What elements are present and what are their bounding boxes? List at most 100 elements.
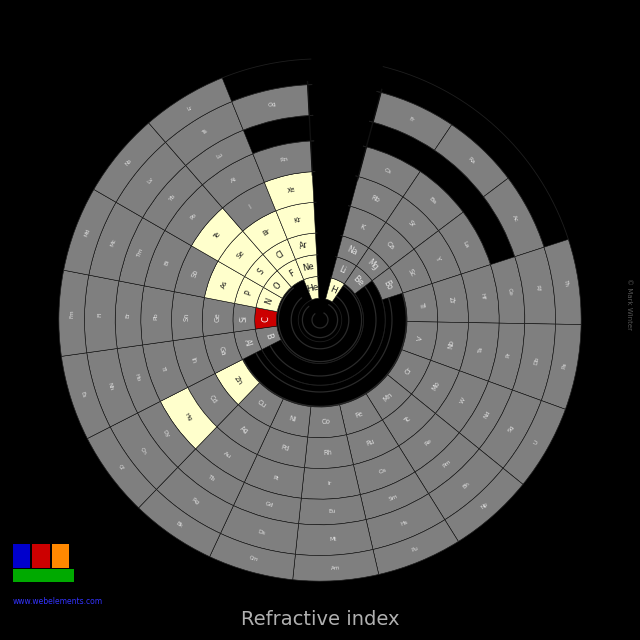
- Text: Lu: Lu: [216, 152, 224, 160]
- Wedge shape: [479, 390, 541, 468]
- Wedge shape: [369, 222, 414, 268]
- Bar: [13, 544, 31, 568]
- Wedge shape: [403, 172, 463, 230]
- Text: Ir: Ir: [328, 481, 332, 486]
- Wedge shape: [513, 324, 556, 401]
- Wedge shape: [431, 322, 468, 371]
- Wedge shape: [172, 292, 204, 340]
- Wedge shape: [87, 427, 156, 508]
- Text: Gd: Gd: [264, 502, 273, 509]
- Bar: [32, 544, 50, 568]
- Text: Cl: Cl: [275, 249, 285, 261]
- Wedge shape: [202, 298, 234, 337]
- Wedge shape: [415, 433, 479, 493]
- Text: Mo: Mo: [431, 380, 441, 391]
- Text: Bi: Bi: [163, 259, 170, 266]
- Wedge shape: [296, 520, 373, 556]
- Wedge shape: [84, 275, 119, 353]
- Text: Be: Be: [350, 273, 365, 287]
- Wedge shape: [264, 271, 291, 298]
- Text: Tc: Tc: [404, 415, 413, 424]
- Wedge shape: [541, 324, 581, 410]
- Wedge shape: [138, 401, 195, 467]
- Text: Og: Og: [268, 102, 277, 108]
- Text: Mc: Mc: [110, 238, 118, 248]
- Wedge shape: [234, 483, 301, 524]
- Wedge shape: [332, 257, 356, 284]
- Wedge shape: [287, 233, 317, 259]
- Text: Kr: Kr: [294, 216, 302, 224]
- Text: Sm: Sm: [388, 493, 399, 502]
- Text: C: C: [261, 316, 270, 322]
- Text: Sb: Sb: [191, 268, 200, 278]
- Wedge shape: [484, 179, 544, 257]
- Wedge shape: [87, 349, 138, 427]
- Wedge shape: [438, 212, 490, 274]
- Text: Cd: Cd: [208, 394, 218, 404]
- Text: Er: Er: [125, 312, 131, 318]
- Text: Bh: Bh: [461, 481, 470, 490]
- Text: La: La: [461, 240, 469, 249]
- Wedge shape: [301, 465, 360, 499]
- Text: Pb: Pb: [154, 312, 159, 319]
- Text: Mn: Mn: [382, 391, 394, 403]
- Wedge shape: [399, 413, 460, 472]
- Text: Po: Po: [189, 211, 198, 220]
- Text: Cn: Cn: [139, 446, 147, 456]
- Text: B: B: [263, 332, 273, 340]
- Text: Si: Si: [239, 314, 248, 322]
- Text: Tm: Tm: [136, 248, 144, 258]
- Text: Hf: Hf: [479, 292, 485, 300]
- Text: Sn: Sn: [184, 312, 190, 321]
- Text: Na: Na: [345, 244, 358, 257]
- Text: Ac: Ac: [511, 214, 519, 223]
- Wedge shape: [238, 383, 284, 427]
- Text: At: At: [230, 177, 239, 184]
- Wedge shape: [386, 197, 438, 249]
- Text: Pa: Pa: [561, 362, 567, 369]
- Wedge shape: [188, 374, 238, 427]
- Wedge shape: [429, 449, 503, 520]
- Wedge shape: [264, 172, 314, 211]
- Text: K: K: [359, 223, 365, 230]
- Wedge shape: [232, 85, 309, 130]
- Wedge shape: [305, 435, 353, 468]
- Wedge shape: [488, 323, 525, 390]
- Text: Fm: Fm: [69, 309, 74, 318]
- Wedge shape: [234, 276, 264, 308]
- Text: Md: Md: [84, 228, 91, 238]
- Wedge shape: [161, 387, 217, 449]
- Text: Cu: Cu: [257, 399, 268, 410]
- Text: Dy: Dy: [161, 429, 170, 439]
- Text: Pu: Pu: [411, 546, 419, 553]
- Wedge shape: [277, 259, 304, 287]
- Wedge shape: [156, 467, 234, 534]
- Wedge shape: [340, 394, 383, 435]
- Wedge shape: [515, 247, 556, 324]
- Wedge shape: [244, 254, 277, 287]
- Text: He: He: [306, 282, 320, 294]
- Text: Br: Br: [262, 228, 271, 237]
- Text: S: S: [256, 267, 266, 276]
- Text: As: As: [220, 279, 228, 289]
- Text: Ag: Ag: [239, 425, 250, 435]
- Text: Se: Se: [236, 250, 246, 260]
- Text: Hg: Hg: [184, 412, 193, 422]
- Text: Os: Os: [378, 467, 387, 476]
- Wedge shape: [337, 236, 369, 266]
- Text: Ts: Ts: [201, 129, 209, 136]
- Text: Refractive index: Refractive index: [241, 610, 399, 628]
- Wedge shape: [215, 360, 260, 404]
- Text: www.webelements.com: www.webelements.com: [13, 596, 103, 606]
- Text: No: No: [124, 157, 132, 166]
- Text: Ds: Ds: [257, 529, 266, 536]
- Wedge shape: [202, 154, 264, 208]
- Text: Ti: Ti: [418, 301, 425, 308]
- Wedge shape: [388, 350, 431, 394]
- Text: Co: Co: [321, 419, 331, 426]
- Text: Nb: Nb: [447, 339, 454, 349]
- Wedge shape: [178, 449, 244, 506]
- Text: Fl: Fl: [97, 312, 102, 317]
- Text: Pt: Pt: [273, 475, 280, 481]
- Text: Ta: Ta: [478, 346, 484, 354]
